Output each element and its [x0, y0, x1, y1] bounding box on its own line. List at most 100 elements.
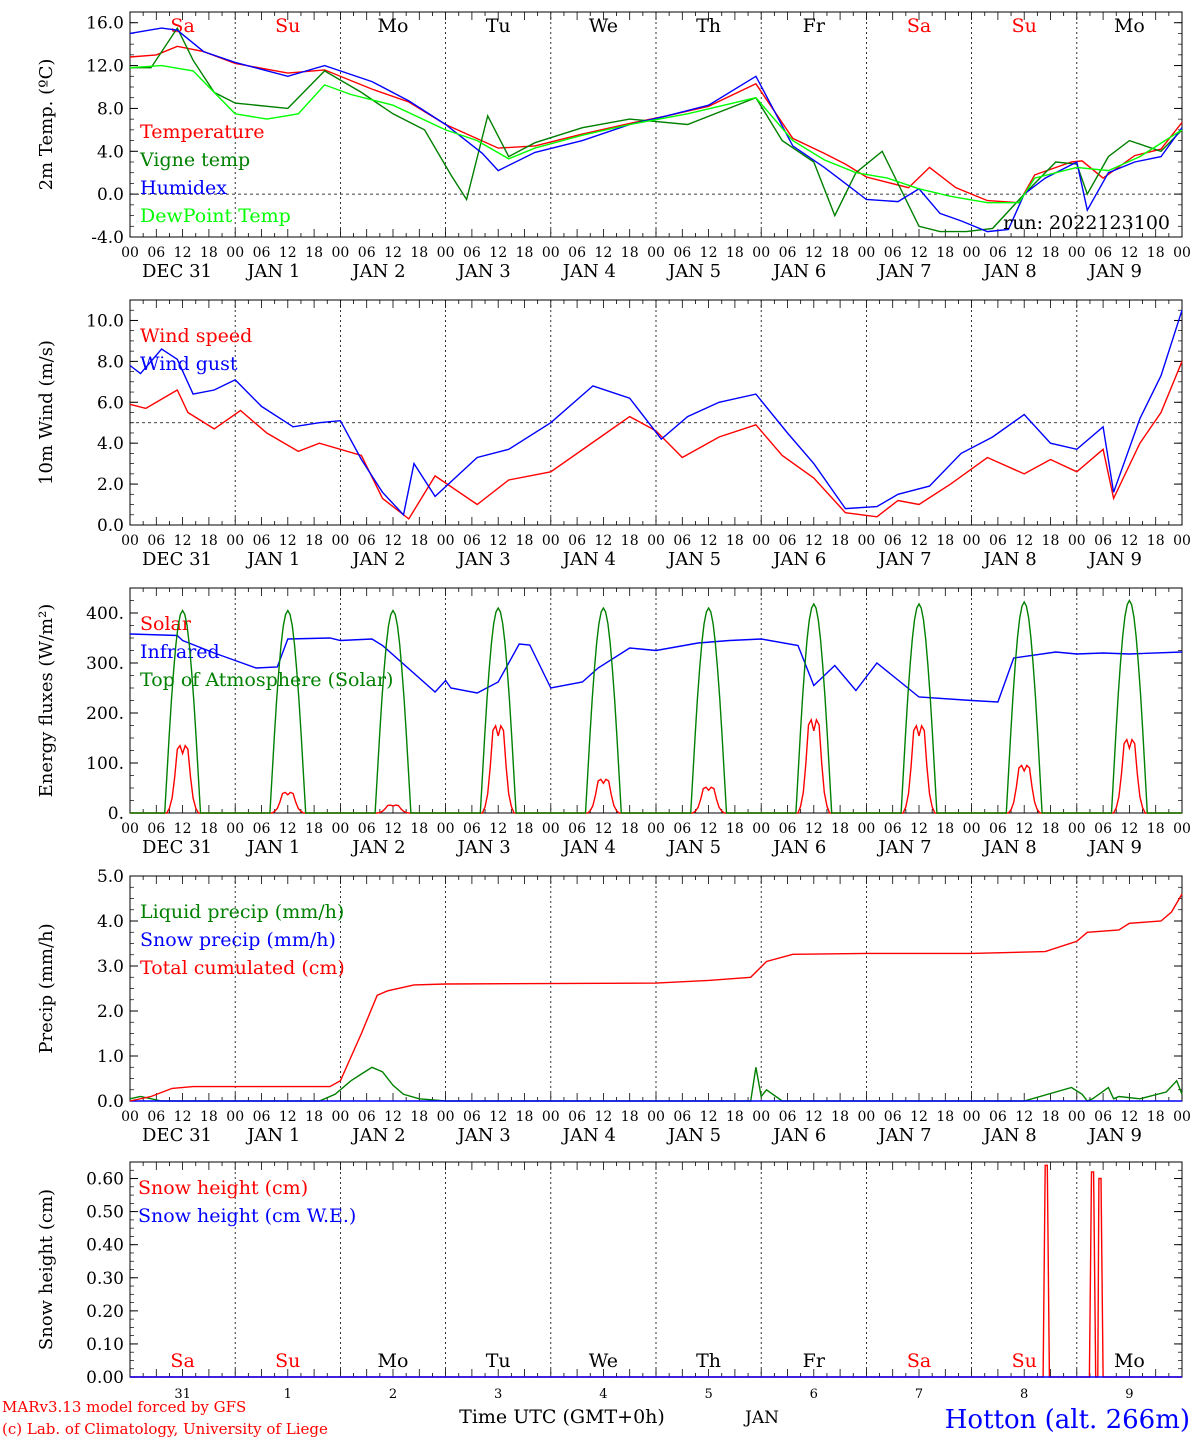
- y-tick-label: 0.60: [86, 1170, 124, 1190]
- hour-tick-label: 18: [410, 1109, 428, 1125]
- hour-tick-label: 00: [963, 245, 981, 261]
- hour-tick-label: 18: [726, 1109, 744, 1125]
- y-tick-label: 200.: [86, 704, 124, 724]
- hour-tick-label: 12: [489, 245, 507, 261]
- hour-tick-label: 12: [910, 1109, 928, 1125]
- hour-tick-label: 06: [673, 533, 691, 549]
- hour-tick-label: 12: [1015, 821, 1033, 837]
- y-tick-label: -4.0: [91, 228, 124, 248]
- y-axis-label: Snow height (cm): [36, 1189, 57, 1350]
- y-tick-label: 5.0: [97, 867, 124, 887]
- hour-tick-label: 00: [1173, 245, 1191, 261]
- hour-tick-label: 00: [226, 821, 244, 837]
- hour-tick-label: 00: [1173, 1109, 1191, 1125]
- y-tick-label: 300.: [86, 654, 124, 674]
- date-label: JAN 6: [771, 549, 826, 570]
- hour-tick-label: 18: [516, 821, 534, 837]
- hour-tick-label: 18: [831, 1109, 849, 1125]
- day-label: Sa: [907, 1350, 931, 1372]
- hour-tick-label: 06: [147, 533, 165, 549]
- date-label: JAN 3: [456, 549, 511, 570]
- hour-tick-label: 12: [700, 533, 718, 549]
- hour-tick-label: 18: [936, 533, 954, 549]
- hour-tick-label: 00: [752, 821, 770, 837]
- hour-tick-label: 12: [805, 821, 823, 837]
- hour-tick-label: 00: [226, 245, 244, 261]
- hour-tick-label: 18: [305, 245, 323, 261]
- time-axis-label: Time UTC (GMT+0h): [459, 1406, 665, 1428]
- day-label: Mo: [1114, 1350, 1145, 1372]
- hour-tick-label: 00: [857, 533, 875, 549]
- date-label: JAN 1: [245, 837, 300, 858]
- day-number: 1: [284, 1387, 292, 1402]
- series-line-dewpoint-temp: [129, 64, 1183, 204]
- day-label: Mo: [378, 1350, 409, 1372]
- hour-tick-label: 06: [1094, 1109, 1112, 1125]
- day-label: Sa: [170, 1350, 194, 1372]
- hour-tick-label: 12: [910, 821, 928, 837]
- series-line-liquid-precip-mm-h-: [129, 1066, 1183, 1102]
- date-label: JAN 2: [350, 1125, 405, 1146]
- hour-tick-label: 06: [673, 245, 691, 261]
- hour-tick-label: 06: [673, 1109, 691, 1125]
- hour-tick-label: 00: [1068, 821, 1086, 837]
- hour-tick-label: 06: [253, 533, 271, 549]
- date-label: JAN 7: [876, 1125, 931, 1146]
- y-tick-label: 0.30: [86, 1269, 124, 1289]
- legend-entry: Liquid precip (mm/h): [140, 901, 344, 923]
- date-label: JAN 2: [350, 261, 405, 282]
- day-label: We: [589, 1350, 618, 1372]
- legend-entry: Humidex: [140, 177, 227, 199]
- hour-tick-label: 18: [726, 533, 744, 549]
- day-label: Su: [1012, 15, 1037, 37]
- hour-tick-label: 12: [594, 1109, 612, 1125]
- hour-tick-label: 06: [779, 245, 797, 261]
- day-label: Fr: [803, 15, 826, 37]
- hour-tick-label: 12: [279, 1109, 297, 1125]
- hour-tick-label: 12: [594, 821, 612, 837]
- hour-tick-label: 06: [463, 245, 481, 261]
- hour-tick-label: 00: [1068, 245, 1086, 261]
- series-line-snow-height-cm-: [130, 1164, 1182, 1378]
- hour-tick-label: 00: [647, 821, 665, 837]
- hour-tick-label: 12: [1120, 821, 1138, 837]
- date-label: JAN 5: [666, 1125, 721, 1146]
- y-tick-label: 1.0: [97, 1047, 124, 1067]
- hour-tick-label: 06: [568, 1109, 586, 1125]
- hour-tick-label: 18: [1042, 245, 1060, 261]
- date-label: JAN 1: [245, 1125, 300, 1146]
- series-line-wind-gust: [129, 309, 1183, 517]
- series-line-total-cumulated-cm-: [129, 893, 1183, 1102]
- hour-tick-label: 06: [989, 821, 1007, 837]
- hour-tick-label: 06: [147, 821, 165, 837]
- date-label: JAN 5: [666, 549, 721, 570]
- hour-tick-label: 06: [1094, 821, 1112, 837]
- date-label: JAN 9: [1087, 1125, 1142, 1146]
- date-label: JAN 1: [245, 261, 300, 282]
- hour-tick-label: 00: [963, 533, 981, 549]
- day-label: Mo: [378, 15, 409, 37]
- y-tick-label: 4.0: [97, 912, 124, 932]
- hour-tick-label: 00: [963, 821, 981, 837]
- date-label: DEC 31: [142, 1125, 212, 1146]
- hour-tick-label: 00: [437, 1109, 455, 1125]
- day-number: 2: [389, 1387, 397, 1402]
- series-line-wind-speed: [129, 361, 1183, 520]
- hour-tick-label: 06: [989, 1109, 1007, 1125]
- date-label: JAN 4: [561, 261, 616, 282]
- hour-tick-label: 00: [857, 1109, 875, 1125]
- hour-tick-label: 18: [410, 821, 428, 837]
- series-line-vigne-temp: [130, 26, 1183, 233]
- hour-tick-label: 06: [884, 533, 902, 549]
- series-line-temperature: [129, 45, 1183, 204]
- y-tick-label: 10.0: [86, 311, 124, 331]
- hour-tick-label: 12: [489, 533, 507, 549]
- hour-tick-label: 06: [568, 245, 586, 261]
- hour-tick-label: 00: [647, 533, 665, 549]
- hour-tick-label: 12: [174, 533, 192, 549]
- date-label: JAN 9: [1087, 261, 1142, 282]
- hour-tick-label: 06: [779, 821, 797, 837]
- model-credit: MARv3.13 model forced by GFS: [2, 1398, 246, 1416]
- date-label: JAN 5: [666, 261, 721, 282]
